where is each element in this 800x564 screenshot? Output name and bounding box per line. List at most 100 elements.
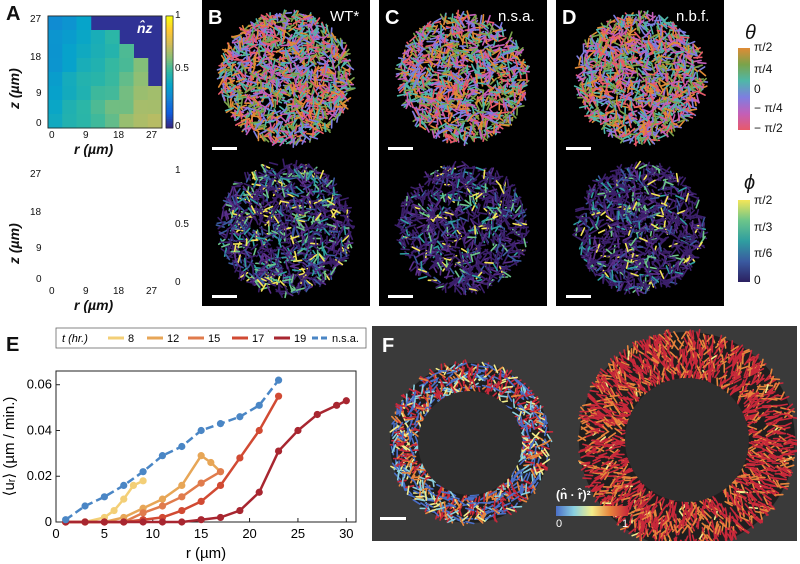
data-point-19 [274,447,283,455]
data-point-19 [342,397,350,405]
series-line-19 [65,399,347,524]
label-wt: WT* [330,8,360,25]
theta-tick: 0 [754,82,761,96]
data-point-12 [178,481,186,489]
ytick-18: 18 [30,52,42,63]
xtick-label: 10 [146,526,160,541]
data-point-19 [216,513,225,522]
xtick-18: 18 [113,130,125,141]
data-point-19 [178,518,186,526]
legend-label-12: 12 [167,333,179,345]
theta-tick: π/4 [754,62,773,76]
panel-d-cells [572,10,709,296]
data-point-12 [197,452,205,460]
ytick-label: 0.06 [27,377,52,392]
scale-bar [388,147,413,150]
x-axis-label: r (µm) [186,545,226,562]
data-point-17 [216,481,225,489]
data-point-n.s.a. [120,481,128,489]
data-point-19 [100,518,108,526]
legend-label-15: 15 [208,333,220,345]
data-point-8 [120,495,128,503]
legend: t (hr.) 8 12 15 17 19 n.s.a. [55,327,367,349]
panel-c-cells [394,9,530,296]
phi-tick: π/3 [754,220,773,234]
xtick-27-b: 27 [146,286,158,297]
data-point-n.s.a. [100,493,108,501]
xtick-label: 0 [52,526,59,541]
axis-r-label-top: r (µm) [74,141,114,157]
data-point-15 [178,493,186,501]
ctick-0-b: 0 [175,277,181,288]
data-point-n.s.a. [81,502,89,510]
theta-tick: − π/4 [754,101,783,115]
scale-bar [566,147,591,150]
ctick-05: 0.5 [175,63,189,74]
ytick-0: 0 [36,118,42,129]
legend-label-n.s.a.: n.s.a. [332,333,359,345]
data-point-n.s.a. [216,420,225,428]
theta-tick: π/2 [754,40,773,54]
data-point-19 [120,518,128,526]
panel-f-rings [389,328,797,541]
data-point-n.s.a. [274,376,283,384]
plot-frame [55,370,357,523]
data-point-19 [294,426,302,435]
data-point-n.s.a. [158,452,167,460]
ctick-0: 0 [175,121,181,132]
y-axis-label: ⟨uᵣ⟩ (µm / min.) [1,397,18,497]
theta-tick: − π/2 [754,121,783,135]
ytick-27-b: 27 [30,169,42,180]
data-point-12 [207,458,215,467]
data-point-15 [158,502,167,510]
ctick-05-b: 0.5 [175,219,189,230]
data-point-8 [110,506,118,515]
scale-bar [566,295,591,298]
heatmap-nr [47,15,174,129]
xtick-label: 25 [291,526,305,541]
data-point-17 [197,497,205,506]
axis-r-label-bottom: r (µm) [74,297,114,313]
data-point-12 [158,495,167,503]
xtick-9: 9 [83,130,89,141]
data-point-19 [255,488,263,496]
data-point-19 [313,410,321,419]
data-point-19 [197,516,205,524]
axis-z-label-bottom: z (µm) [6,223,22,264]
ytick-9: 9 [36,88,42,99]
data-point-n.s.a. [255,401,263,409]
data-point-19 [81,518,89,526]
ytick-9-b: 9 [36,243,42,254]
label-nbf: n.b.f. [676,8,710,25]
data-point-15 [216,468,225,476]
data-point-17 [178,506,186,515]
phi-symbol: ϕ [744,172,756,194]
panel-letter-c: C [385,7,400,29]
ctick-1-b: 1 [175,165,181,176]
scale-bar [212,147,237,150]
data-point-n.s.a. [139,468,147,476]
data-point-17 [255,426,263,435]
label-nsa: n.s.a. [498,8,535,25]
data-point-17 [236,454,244,462]
data-point-17 [274,392,283,400]
xtick-0: 0 [49,130,55,141]
data-point-15 [139,509,147,517]
data-point-15 [197,479,205,487]
xtick-label: 15 [194,526,208,541]
theta-symbol: θ [745,22,756,44]
data-point-8 [129,481,138,489]
phi-tick: π/2 [754,193,773,207]
phi-tick: π/6 [754,246,773,260]
panel-letter-d: D [562,7,577,29]
ytick-0-b: 0 [36,274,42,285]
xtick-label: 30 [339,526,353,541]
legend-label-19: 19 [294,333,306,345]
xtick-27: 27 [146,130,158,141]
xtick-0-b: 0 [49,286,55,297]
panel-letter-b: B [208,7,223,29]
scale-bar [388,295,413,298]
xtick-label: 5 [101,526,108,541]
panel-letter-f: F [382,335,395,357]
ytick-18-b: 18 [30,207,42,218]
